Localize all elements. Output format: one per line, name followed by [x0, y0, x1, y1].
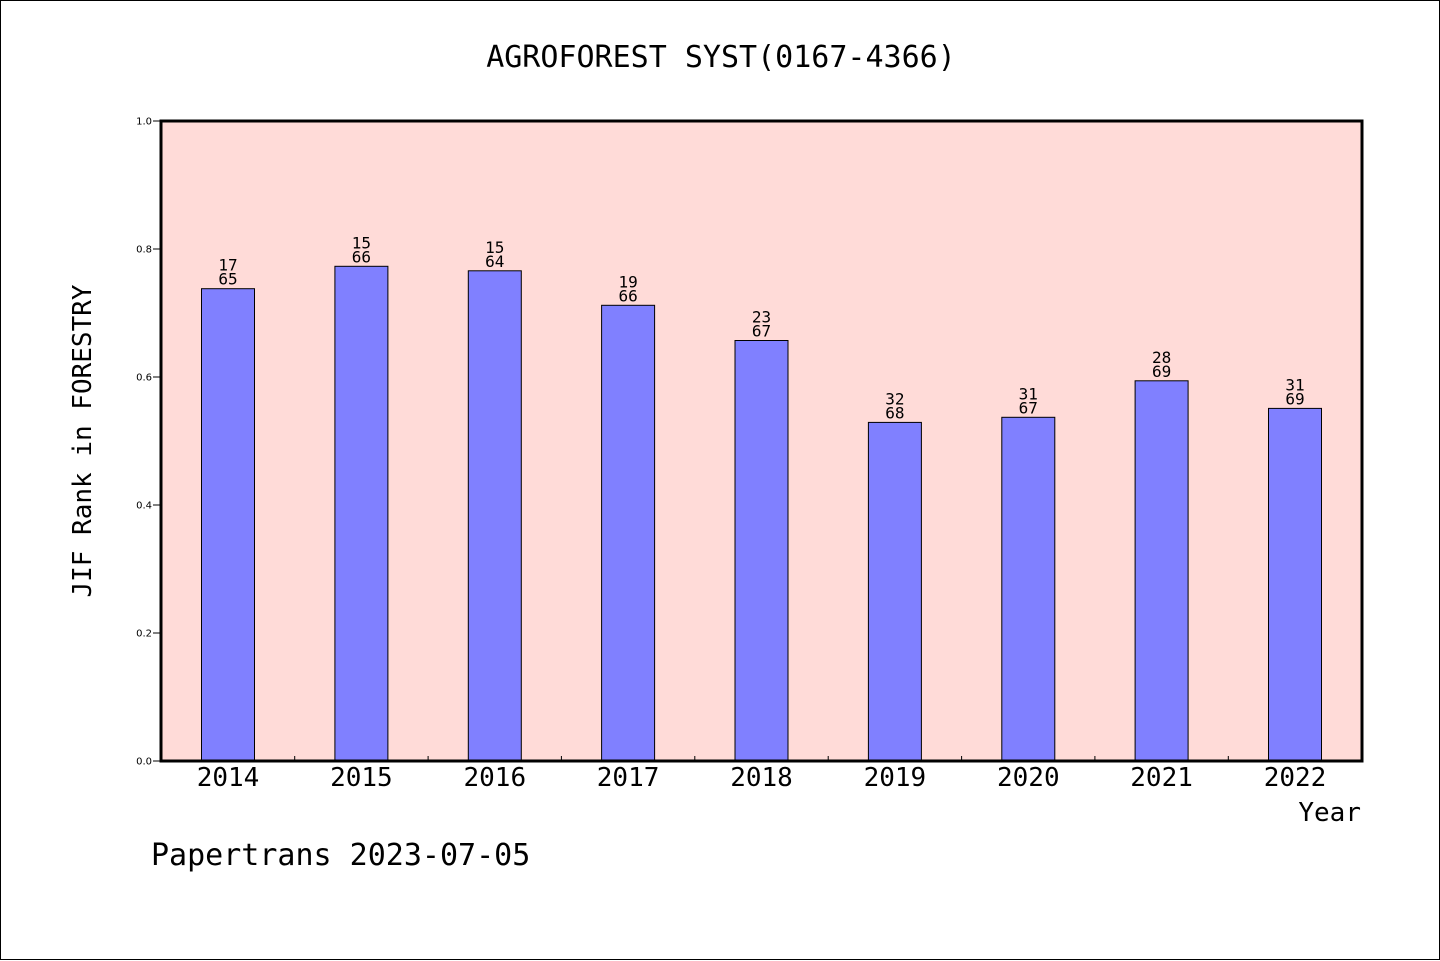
- x-tick-label-2018: 2018: [730, 763, 793, 793]
- y-axis: 0.0 0.2 0.4 0.6 0.8 1.0: [136, 117, 161, 768]
- bar-2020: [1001, 416, 1056, 762]
- x-tick-label-2014: 2014: [197, 763, 260, 793]
- total-label-2020: 67: [1019, 398, 1038, 417]
- chart-title: AGROFOREST SYST(0167-4366): [486, 40, 956, 75]
- bar-2019: [867, 421, 922, 762]
- total-label-2017: 66: [618, 286, 637, 305]
- rank-label-2015: 15: [352, 233, 371, 252]
- rank-label-2014: 17: [218, 256, 237, 275]
- rank-label-2016: 15: [485, 238, 504, 257]
- bars-layer: [201, 265, 1322, 762]
- plot-frame: [159, 119, 1364, 763]
- bar-2015: [334, 265, 389, 762]
- total-label-2018: 67: [752, 322, 771, 341]
- total-label-2019: 68: [885, 403, 904, 422]
- x-tick-label-2015: 2015: [330, 763, 393, 793]
- y-tick-label-1.0: 1.0: [136, 117, 152, 128]
- y-tick-label-0.8: 0.8: [136, 245, 152, 256]
- x-tick-label-2020: 2020: [997, 763, 1060, 793]
- x-tick-label-2019: 2019: [864, 763, 927, 793]
- total-label-2014: 65: [218, 270, 237, 289]
- rank-label-2018: 23: [752, 308, 771, 327]
- x-tick-label-2021: 2021: [1130, 763, 1193, 793]
- total-label-2015: 66: [352, 247, 371, 266]
- total-label-2021: 69: [1152, 362, 1171, 381]
- x-tick-label-2022: 2022: [1264, 763, 1327, 793]
- y-tick-label-0.6: 0.6: [136, 373, 152, 384]
- rank-label-2021: 28: [1152, 348, 1171, 367]
- bar-2017: [601, 304, 656, 762]
- x-tick-label-2016: 2016: [463, 763, 526, 793]
- rank-label-2022: 31: [1285, 375, 1304, 394]
- x-tick-label-2017: 2017: [597, 763, 660, 793]
- bar-2021: [1134, 380, 1189, 762]
- bar-2014: [201, 288, 255, 762]
- y-tick-label-0.4: 0.4: [136, 501, 152, 512]
- bar-2016: [467, 270, 522, 762]
- total-label-2016: 64: [485, 252, 504, 271]
- rank-label-2017: 19: [618, 272, 637, 291]
- bar-2022: [1268, 407, 1322, 762]
- y-tick-label-0.2: 0.2: [136, 629, 152, 640]
- total-label-2022: 69: [1285, 389, 1304, 408]
- y-axis-label: JIF Rank in FORESTRY: [68, 284, 98, 597]
- x-axis: 2014 2015 2016 2017 2018 2019 2020 2021 2022: [197, 756, 1327, 793]
- footer-credit: Papertrans 2023-07-05: [151, 838, 530, 873]
- y-tick-label-0.0: 0.0: [136, 757, 152, 768]
- x-axis-label: Year: [1298, 798, 1361, 828]
- rank-label-2020: 31: [1019, 384, 1038, 403]
- bar-2018: [734, 340, 789, 762]
- rank-label-2019: 32: [885, 389, 904, 408]
